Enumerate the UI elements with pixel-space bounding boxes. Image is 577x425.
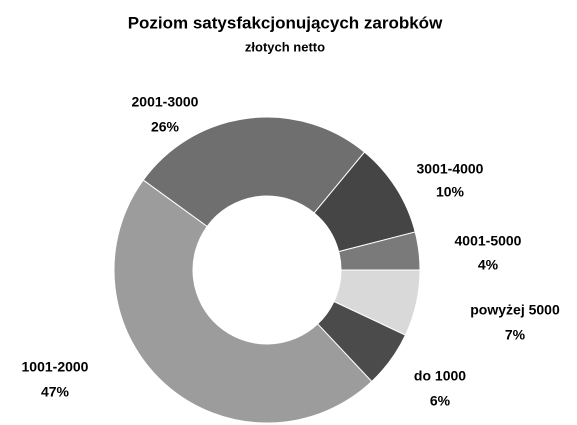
donut-segment	[142, 116, 366, 228]
value-label: 10%	[436, 184, 465, 200]
category-label: powyżej 5000	[470, 302, 560, 318]
donut-segment	[113, 179, 373, 424]
value-label: 4%	[478, 257, 499, 273]
chart-title: Poziom satysfakcjonujących zarobków	[128, 13, 443, 32]
category-label: 3001-4000	[417, 161, 484, 177]
category-label: 4001-5000	[455, 233, 522, 249]
value-label: 6%	[430, 393, 451, 409]
category-label: 2001-3000	[132, 94, 199, 110]
value-label: 7%	[505, 327, 526, 343]
value-label: 47%	[41, 384, 70, 400]
chart-subtitle: złotych netto	[245, 39, 325, 54]
value-label: 26%	[151, 119, 180, 135]
category-label: 1001-2000	[22, 359, 89, 375]
category-label: do 1000	[414, 368, 466, 384]
